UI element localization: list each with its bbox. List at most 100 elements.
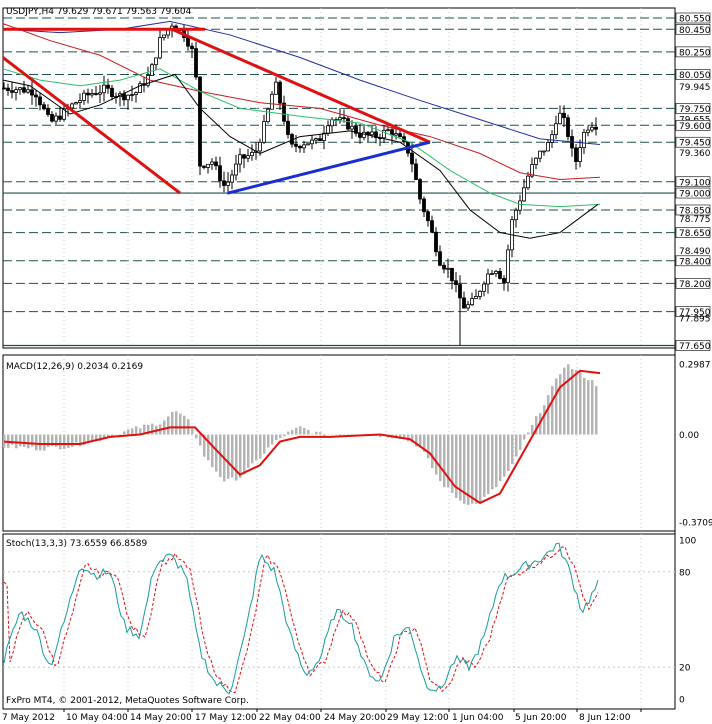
- macd-bar: [447, 434, 450, 488]
- moving-average-black: [2, 73, 599, 239]
- macd-bar: [135, 426, 138, 435]
- macd-bar: [307, 429, 310, 435]
- macd-signal-line: [3, 369, 601, 505]
- candle-body: [338, 117, 342, 121]
- candle-body: [374, 131, 378, 139]
- price-panel-header: USDJPY,H4 79.629 79.671 79.563 79.604: [6, 7, 192, 17]
- time-axis-label: 5 Jun 20:00: [515, 713, 567, 723]
- price-axis-label: 78.400: [679, 257, 711, 267]
- price-axis-label: 79.360: [679, 149, 711, 159]
- price-axis-label: 79.600: [679, 122, 711, 132]
- macd-bar: [199, 434, 202, 446]
- macd-bar: [547, 395, 550, 435]
- macd-bar: [295, 427, 298, 435]
- macd-bar: [403, 434, 406, 439]
- candle-body: [278, 81, 282, 104]
- candle-body: [478, 290, 482, 297]
- macd-bar: [459, 434, 462, 501]
- macd-bar: [323, 434, 326, 437]
- candle-body: [390, 129, 394, 136]
- candle-body: [122, 93, 126, 101]
- macd-bar: [467, 434, 470, 505]
- candle-body: [138, 83, 142, 94]
- price-label-box: [675, 176, 711, 188]
- time-axis-label: 8 Jun 12:00: [579, 713, 631, 723]
- time-axis-label: 29 May 12:00: [387, 713, 449, 723]
- candle-body: [226, 181, 230, 186]
- macd-panel-header: MACD(12,26,9) 0.2034 0.2169: [6, 362, 143, 372]
- macd-bar: [139, 428, 142, 435]
- macd-bar: [103, 434, 106, 440]
- candle-body: [574, 147, 578, 162]
- price-axis-label: 79.000: [679, 190, 711, 200]
- price-axis-label: 79.750: [679, 105, 711, 115]
- candle-body: [542, 150, 546, 153]
- candle-body: [34, 94, 38, 98]
- macd-bar: [235, 434, 238, 481]
- macd-panel-frame: [2, 354, 676, 532]
- candle-body: [386, 129, 390, 132]
- price-axis-label: 78.775: [679, 215, 711, 225]
- macd-bar: [239, 434, 242, 478]
- candle-body: [414, 163, 418, 180]
- candle-body: [554, 123, 558, 136]
- candle-body: [582, 131, 586, 149]
- candle-body: [82, 92, 86, 101]
- candle-body: [70, 103, 74, 109]
- candle-body: [266, 108, 270, 123]
- macd-bar: [491, 434, 494, 490]
- macd-bar: [227, 434, 230, 479]
- macd-bar: [559, 374, 562, 435]
- moving-average-green: [2, 68, 601, 208]
- macd-bar: [51, 434, 54, 446]
- candle-body: [186, 37, 190, 47]
- candle-body: [106, 84, 110, 89]
- macd-bar: [211, 434, 214, 468]
- macd-bar: [171, 412, 174, 435]
- macd-bar: [167, 416, 170, 435]
- candle-body: [422, 198, 426, 213]
- macd-bar: [335, 434, 338, 436]
- macd-bar: [595, 386, 598, 435]
- macd-bar: [379, 434, 382, 438]
- candle-body: [418, 179, 422, 200]
- candle-body: [430, 220, 434, 233]
- candle-body: [526, 175, 530, 189]
- candle-body: [302, 144, 306, 149]
- price-axis-label: 80.250: [679, 48, 711, 58]
- macd-bar: [27, 434, 30, 449]
- macd-axis-label: -0.3709: [679, 519, 712, 529]
- macd-bar: [571, 369, 574, 435]
- macd-bar: [59, 434, 62, 450]
- macd-bar: [19, 434, 22, 447]
- candle-body: [298, 145, 302, 149]
- price-label-box: [675, 255, 711, 267]
- macd-bar: [587, 380, 590, 435]
- candle-body: [362, 131, 366, 138]
- macd-bar: [39, 434, 42, 451]
- stoch-axis-label: 20: [679, 664, 691, 674]
- candle-body: [370, 131, 374, 136]
- candle-body: [46, 108, 50, 115]
- candle-body: [518, 200, 522, 211]
- macd-bar: [427, 434, 430, 459]
- macd-bar: [483, 434, 486, 497]
- price-axis-label: 80.550: [679, 15, 711, 25]
- candle-body: [6, 87, 10, 92]
- candle-body: [506, 249, 510, 283]
- price-label-box: [675, 103, 711, 114]
- candle-body: [286, 120, 290, 135]
- candle-body: [250, 151, 254, 157]
- candle-body: [530, 164, 534, 177]
- macd-bar: [543, 405, 546, 435]
- macd-bar: [495, 434, 498, 488]
- macd-bar: [179, 413, 182, 435]
- macd-bar: [83, 434, 86, 446]
- price-label-box: [675, 12, 711, 24]
- time-axis-label: 1 Jun 04:00: [452, 713, 504, 723]
- macd-bar: [291, 430, 294, 435]
- macd-bar: [591, 380, 594, 435]
- macd-bar: [523, 434, 526, 440]
